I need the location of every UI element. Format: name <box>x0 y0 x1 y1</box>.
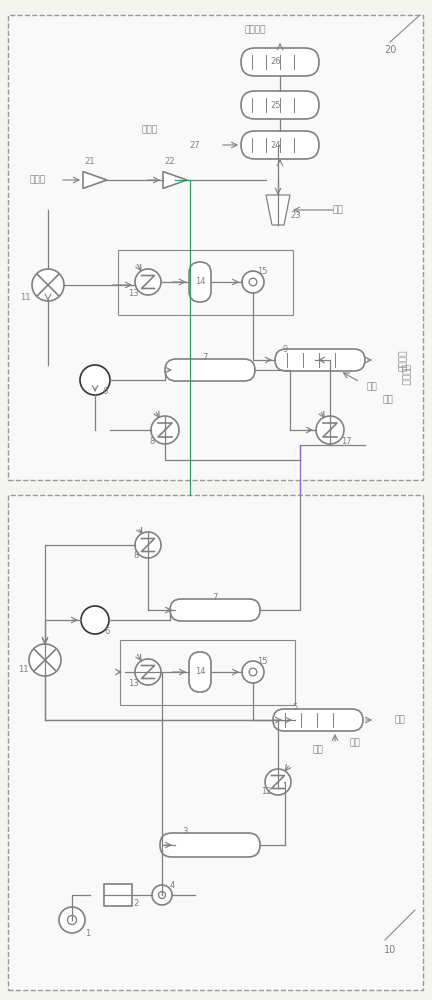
Text: 11: 11 <box>18 666 28 674</box>
Circle shape <box>242 661 264 683</box>
FancyBboxPatch shape <box>241 131 319 159</box>
Text: 14: 14 <box>195 668 205 676</box>
Text: 15: 15 <box>257 658 267 666</box>
FancyBboxPatch shape <box>170 599 260 621</box>
Bar <box>8 495 423 990</box>
Text: 13: 13 <box>128 678 138 688</box>
Text: 沥青: 沥青 <box>394 716 405 724</box>
Text: 21: 21 <box>85 157 95 166</box>
Text: 脱沥青油: 脱沥青油 <box>400 364 410 386</box>
Text: 23: 23 <box>291 211 301 220</box>
Text: 20: 20 <box>384 45 396 55</box>
Text: 13: 13 <box>128 288 138 298</box>
Circle shape <box>151 416 179 444</box>
Text: 8: 8 <box>133 552 139 560</box>
Text: 6: 6 <box>102 387 108 396</box>
FancyBboxPatch shape <box>189 262 211 302</box>
FancyBboxPatch shape <box>273 709 363 731</box>
Text: 1: 1 <box>86 928 91 938</box>
Circle shape <box>159 892 165 898</box>
Text: 11: 11 <box>20 292 30 302</box>
Text: 17: 17 <box>341 438 351 446</box>
Circle shape <box>152 885 172 905</box>
Text: 蒸汽: 蒸汽 <box>349 738 360 748</box>
Text: 27: 27 <box>190 140 200 149</box>
FancyBboxPatch shape <box>160 833 260 857</box>
Circle shape <box>135 532 161 558</box>
Text: 蒸汽: 蒸汽 <box>383 395 394 404</box>
Text: 7: 7 <box>202 353 208 361</box>
Circle shape <box>81 606 109 634</box>
Text: 脱沥青油: 脱沥青油 <box>398 349 407 371</box>
FancyBboxPatch shape <box>189 652 211 692</box>
Polygon shape <box>266 195 290 225</box>
Circle shape <box>242 271 264 293</box>
Text: 蒸汽: 蒸汽 <box>313 746 324 754</box>
Text: 8: 8 <box>149 438 155 446</box>
Bar <box>104 884 132 906</box>
Text: 15: 15 <box>257 267 267 276</box>
Circle shape <box>249 668 257 676</box>
Text: 蒸汽: 蒸汽 <box>367 382 378 391</box>
Text: 26: 26 <box>271 57 281 66</box>
Text: 10: 10 <box>384 945 396 955</box>
Text: 12: 12 <box>261 788 271 796</box>
Bar <box>118 250 293 315</box>
Circle shape <box>59 907 85 933</box>
FancyBboxPatch shape <box>241 48 319 76</box>
Bar <box>8 15 423 480</box>
Text: 24: 24 <box>271 140 281 149</box>
Text: 22: 22 <box>165 157 175 166</box>
Text: 4: 4 <box>169 880 175 890</box>
Text: 14: 14 <box>195 277 205 286</box>
Text: 3: 3 <box>182 828 187 836</box>
Text: 氢气: 氢气 <box>333 206 343 215</box>
Text: 2: 2 <box>133 900 139 908</box>
Text: 6: 6 <box>104 628 110 637</box>
Polygon shape <box>163 172 187 188</box>
Circle shape <box>135 659 161 685</box>
Circle shape <box>67 915 76 925</box>
Text: 9: 9 <box>283 346 288 355</box>
Circle shape <box>249 278 257 286</box>
FancyBboxPatch shape <box>241 91 319 119</box>
Circle shape <box>80 365 110 395</box>
Polygon shape <box>83 172 107 188</box>
Text: 5: 5 <box>292 702 298 712</box>
FancyBboxPatch shape <box>275 349 365 371</box>
Circle shape <box>265 769 291 795</box>
Text: 25: 25 <box>271 101 281 109</box>
Text: 催化剂: 催化剂 <box>142 125 158 134</box>
Text: 加氢产物: 加氢产物 <box>244 25 266 34</box>
Text: 添加剂: 添加剂 <box>30 176 46 184</box>
Text: 7: 7 <box>212 592 218 601</box>
Bar <box>120 640 295 705</box>
Circle shape <box>316 416 344 444</box>
Circle shape <box>29 644 61 676</box>
Circle shape <box>135 269 161 295</box>
FancyBboxPatch shape <box>165 359 255 381</box>
Circle shape <box>32 269 64 301</box>
